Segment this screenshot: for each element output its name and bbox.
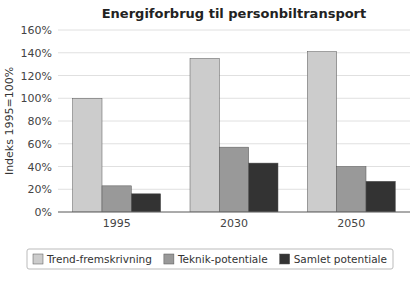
y-tick-label: 160% bbox=[21, 24, 52, 37]
grid-line bbox=[58, 75, 410, 76]
bar bbox=[219, 147, 248, 212]
y-tick-label: 80% bbox=[28, 115, 52, 128]
x-tick-label: 2030 bbox=[220, 217, 248, 230]
legend-swatch bbox=[33, 254, 43, 264]
legend: Trend-fremskrivning Teknik-potentiale Saml… bbox=[27, 249, 393, 269]
x-tick-label: 2050 bbox=[337, 217, 365, 230]
bar bbox=[337, 167, 366, 213]
y-axis-label: Indeks 1995=100% bbox=[3, 67, 16, 175]
grid-line bbox=[58, 30, 410, 31]
grid-line bbox=[58, 212, 410, 213]
bar bbox=[73, 98, 102, 212]
x-tick-label: 1995 bbox=[103, 217, 131, 230]
bar bbox=[366, 181, 395, 212]
legend-swatch bbox=[280, 254, 290, 264]
y-tick-label: 20% bbox=[28, 183, 52, 196]
legend-label: Samlet potentiale bbox=[294, 253, 387, 265]
bar bbox=[307, 52, 336, 212]
bar bbox=[102, 186, 131, 212]
y-tick-label: 120% bbox=[21, 70, 52, 83]
x-axis-line bbox=[58, 212, 410, 213]
grid-line bbox=[58, 98, 410, 99]
bar bbox=[190, 58, 219, 212]
bar bbox=[131, 194, 160, 212]
legend-label: Trend-fremskrivning bbox=[46, 253, 152, 265]
y-tick-label: 40% bbox=[28, 161, 52, 174]
grid-line bbox=[58, 52, 410, 53]
legend-label: Teknik-potentiale bbox=[177, 253, 268, 265]
legend-frame bbox=[27, 249, 393, 269]
y-tick-label: 100% bbox=[21, 92, 52, 105]
grid-line bbox=[58, 143, 410, 144]
grid-line bbox=[58, 121, 410, 122]
bars bbox=[73, 52, 396, 212]
y-tick-label: 60% bbox=[28, 138, 52, 151]
y-tick-label: 140% bbox=[21, 47, 52, 60]
y-tick-label: 0% bbox=[35, 206, 52, 219]
grid bbox=[58, 30, 410, 212]
bar bbox=[249, 163, 278, 212]
chart: Energiforbrug til personbiltransport Inde… bbox=[0, 0, 420, 282]
legend-swatch bbox=[164, 254, 174, 264]
title: Energiforbrug til personbiltransport bbox=[102, 6, 367, 21]
